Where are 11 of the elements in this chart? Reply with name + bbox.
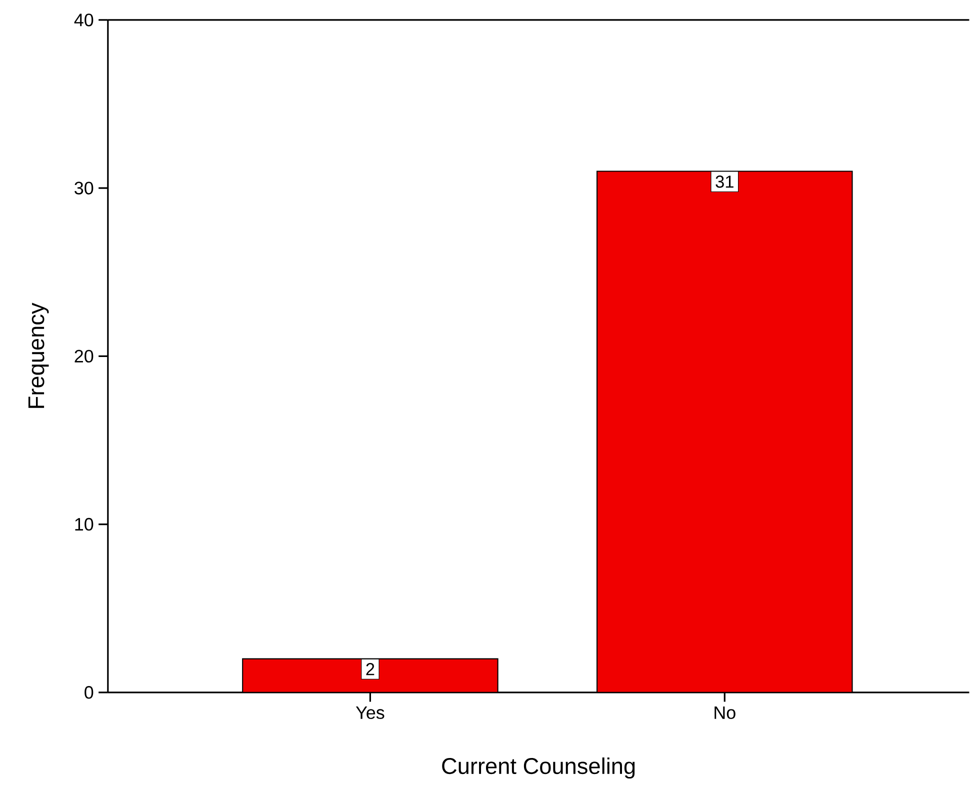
data-label: 2 (366, 662, 374, 675)
y-tick-label: 40 (74, 13, 94, 26)
y-tick-label: 20 (74, 350, 94, 362)
y-tick-label: 30 (74, 182, 94, 194)
y-axis-title: Frequency (28, 302, 49, 408)
x-axis-title: Current Counseling (442, 757, 635, 778)
x-tick-label: Yes (356, 706, 384, 719)
x-tick-label: No (714, 706, 736, 719)
data-label: 31 (716, 175, 734, 188)
y-tick-label: 0 (84, 686, 94, 699)
y-tick-label: 10 (75, 518, 94, 531)
